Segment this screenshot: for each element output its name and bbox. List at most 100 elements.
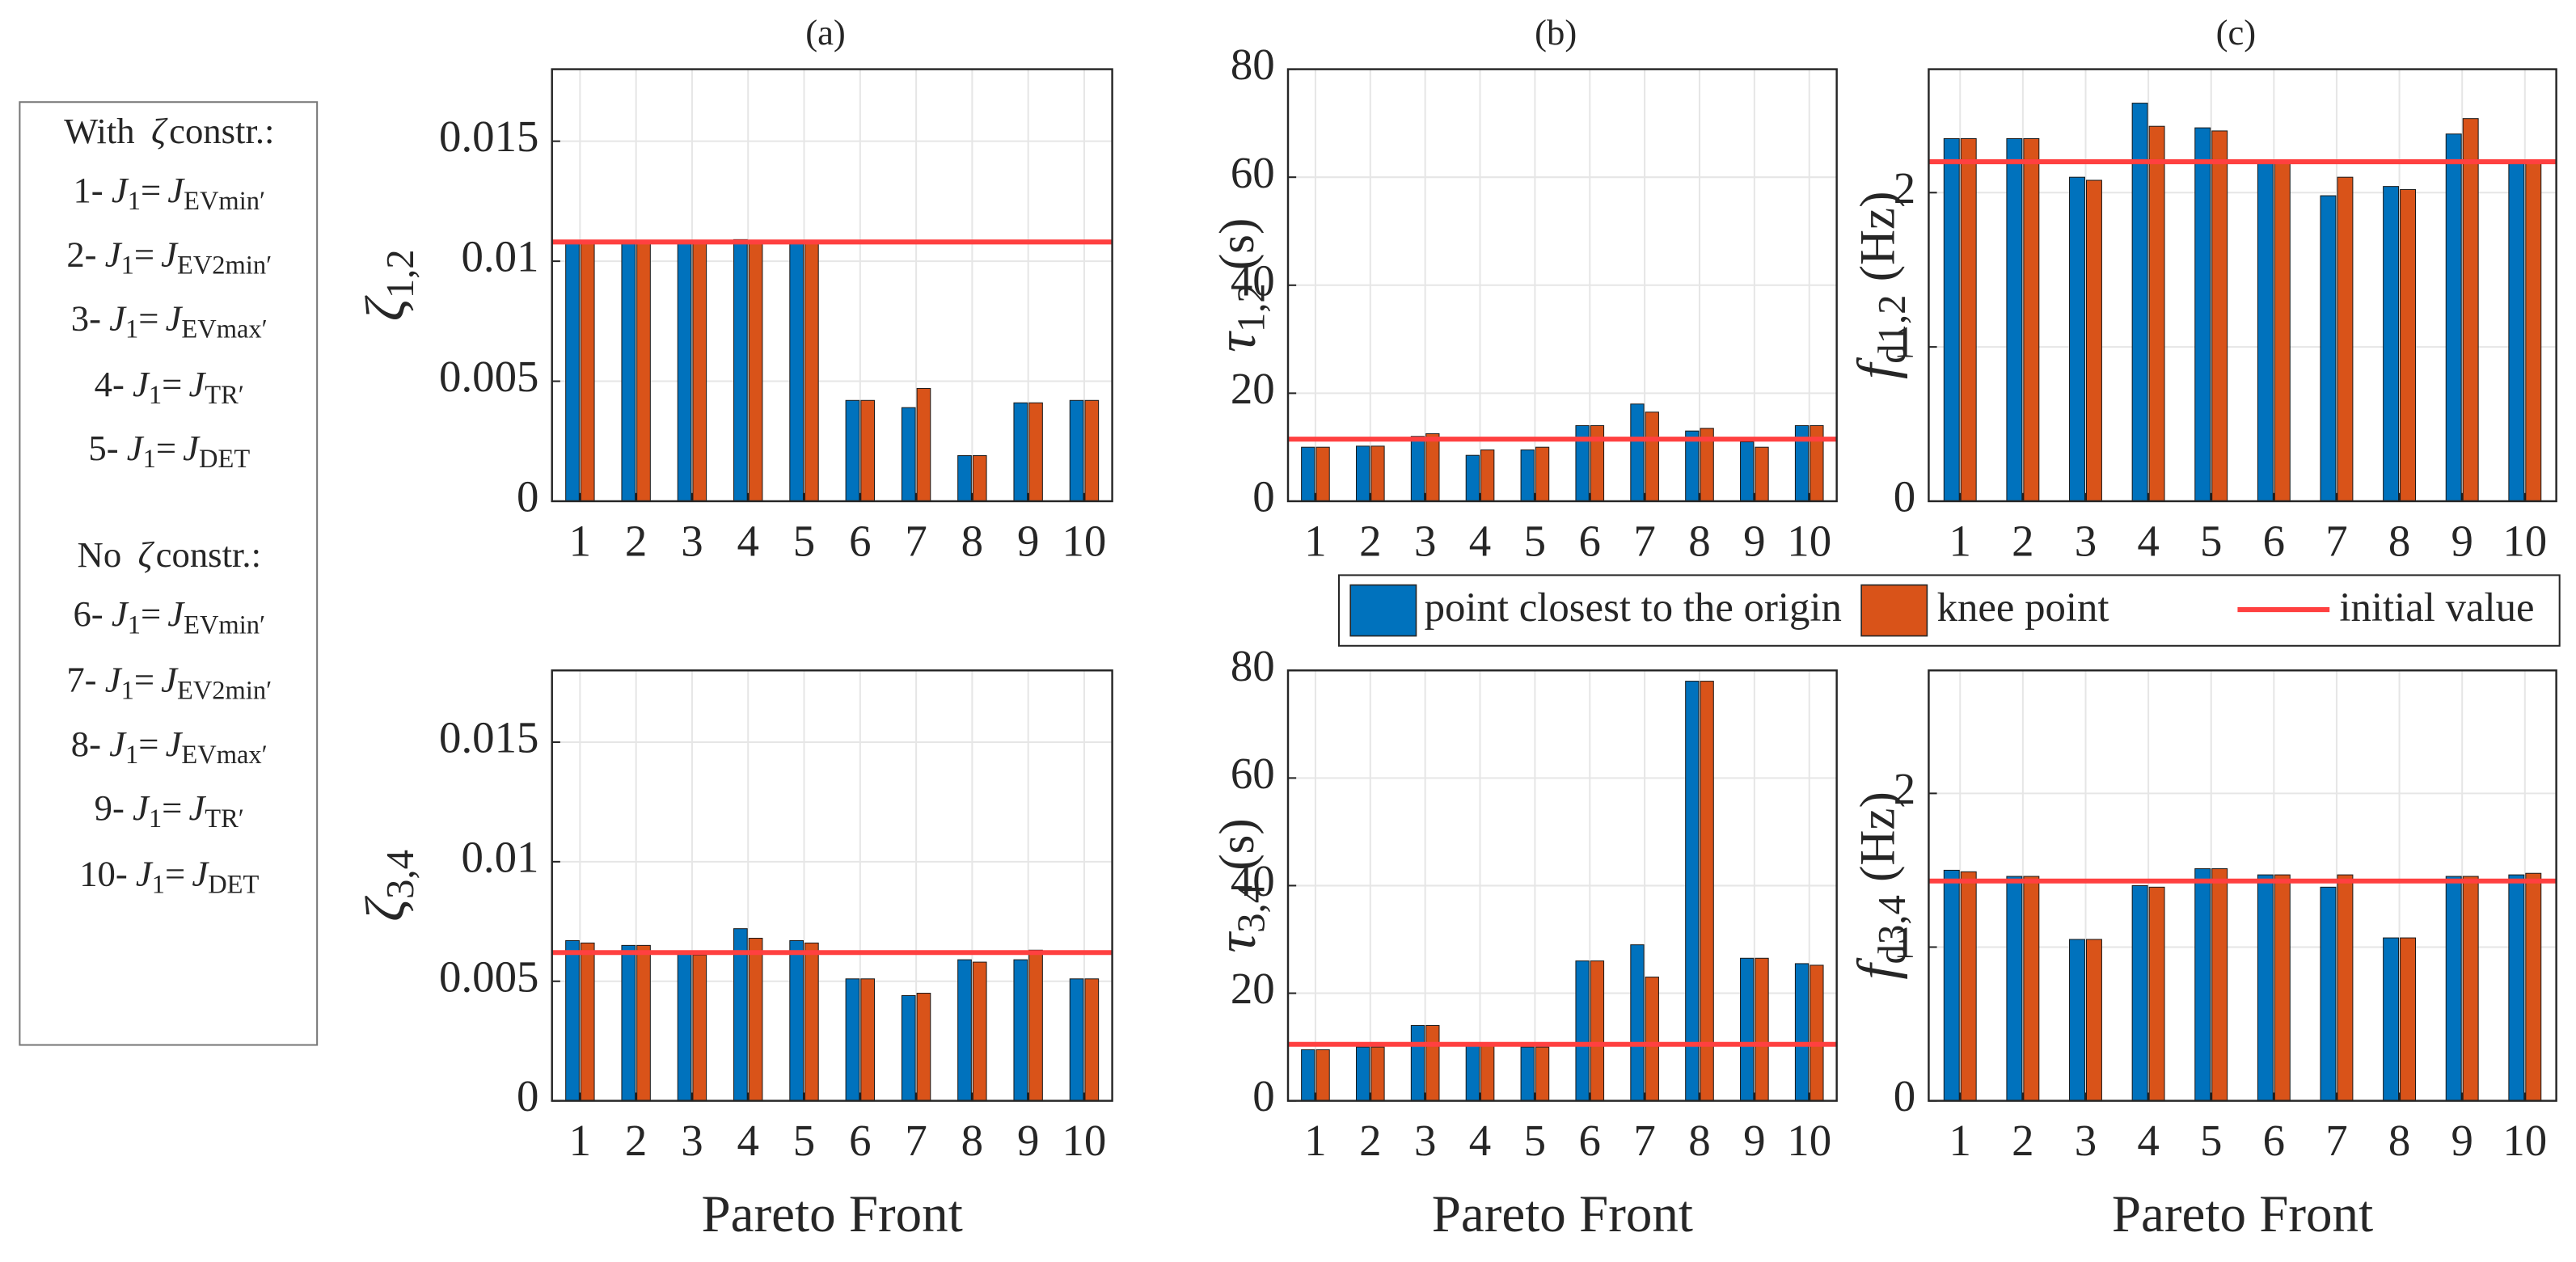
bar bbox=[2148, 125, 2165, 502]
bar bbox=[2194, 127, 2211, 502]
note-item: 5- J1= JDET bbox=[88, 428, 250, 474]
x-tick-label: 3 bbox=[1414, 1116, 1436, 1165]
bar bbox=[1480, 450, 1495, 502]
item-lhs: J bbox=[105, 234, 123, 275]
note-heading-text: constr.: bbox=[169, 111, 274, 151]
legend-box bbox=[1337, 574, 2561, 647]
y-label-unit: (Hz) bbox=[1852, 791, 1906, 882]
x-tick-label: 10 bbox=[1787, 1116, 1831, 1165]
axes-frame bbox=[1928, 68, 2557, 503]
item-lhs-sub: 1 bbox=[143, 445, 156, 475]
bar bbox=[2274, 161, 2291, 502]
x-tick-label: 4 bbox=[1469, 1116, 1491, 1165]
bar bbox=[2211, 130, 2228, 502]
x-axis-label: Pareto Front bbox=[702, 1185, 963, 1243]
item-label: 4- bbox=[95, 364, 125, 404]
note-item: 4- J1= JTR′ bbox=[95, 364, 244, 410]
x-tick-label: 7 bbox=[905, 516, 927, 565]
item-label: 9- bbox=[95, 787, 125, 828]
item-eq: = bbox=[141, 594, 161, 635]
bar bbox=[2445, 876, 2462, 1102]
bar bbox=[1465, 1044, 1480, 1102]
item-rhs: J bbox=[167, 594, 185, 635]
item-label: 8- bbox=[71, 724, 101, 764]
y-label-subscript: 1,2 bbox=[1230, 283, 1273, 332]
x-tick-label: 9 bbox=[1017, 1116, 1039, 1165]
bar bbox=[1028, 402, 1043, 502]
bar bbox=[2445, 133, 2462, 502]
bar bbox=[1645, 412, 1659, 502]
bar bbox=[2508, 874, 2525, 1102]
item-rhs-sub: EV2min′ bbox=[177, 251, 272, 281]
bar bbox=[1370, 1046, 1385, 1102]
x-axis-label: Pareto Front bbox=[2112, 1185, 2373, 1243]
bar bbox=[789, 939, 804, 1102]
item-label: 1- bbox=[73, 170, 103, 210]
note-item: 10- J1= JDET bbox=[79, 854, 259, 900]
x-tick-label: 2 bbox=[1359, 1116, 1381, 1165]
panel-title: (a) bbox=[805, 12, 846, 53]
x-tick-label: 6 bbox=[849, 1116, 871, 1165]
bar bbox=[804, 241, 819, 502]
bar bbox=[2320, 886, 2337, 1102]
x-tick-label: 2 bbox=[2012, 516, 2033, 565]
item-eq: = bbox=[165, 854, 185, 894]
x-tick-label: 1 bbox=[1304, 1116, 1326, 1165]
y-tick-label: 20 bbox=[1231, 964, 1275, 1013]
y-tick-label: 0 bbox=[1252, 472, 1274, 521]
item-lhs: J bbox=[136, 854, 154, 894]
item-label: 5- bbox=[88, 428, 118, 468]
x-tick-label: 8 bbox=[1688, 516, 1710, 565]
legend-label: knee point bbox=[1937, 585, 2109, 630]
item-rhs-sub: TR′ bbox=[205, 805, 244, 834]
bar bbox=[2211, 868, 2228, 1102]
y-label-symbol: τ bbox=[1205, 931, 1267, 953]
bar bbox=[972, 455, 987, 502]
bar bbox=[972, 961, 987, 1102]
item-lhs: J bbox=[112, 170, 129, 210]
bar bbox=[901, 994, 916, 1102]
x-tick-label: 8 bbox=[2388, 516, 2410, 565]
legend-swatch bbox=[1349, 584, 1417, 637]
y-tick-label: 40 bbox=[1231, 255, 1275, 305]
x-tick-label: 1 bbox=[569, 516, 591, 565]
y-tick-label: 0.015 bbox=[439, 112, 538, 161]
x-tick-label: 10 bbox=[1787, 516, 1831, 565]
item-rhs-sub: EVmax′ bbox=[181, 741, 267, 770]
item-rhs-sub: DET bbox=[208, 871, 259, 900]
x-tick-label: 9 bbox=[2451, 1116, 2473, 1165]
bar bbox=[2085, 179, 2102, 502]
axes-frame bbox=[1928, 669, 2557, 1102]
x-tick-label: 7 bbox=[2325, 516, 2347, 565]
x-tick-label: 2 bbox=[1359, 516, 1381, 565]
bar bbox=[2383, 937, 2400, 1102]
x-tick-label: 4 bbox=[737, 516, 759, 565]
bar bbox=[1960, 137, 1977, 502]
x-tick-label: 6 bbox=[2263, 516, 2285, 565]
bar bbox=[2194, 868, 2211, 1102]
bar bbox=[733, 238, 748, 502]
bar bbox=[2320, 195, 2337, 502]
bar bbox=[1301, 1049, 1315, 1102]
x-tick-label: 4 bbox=[737, 1116, 759, 1165]
bar bbox=[916, 993, 931, 1102]
item-lhs-sub: 1 bbox=[125, 741, 138, 770]
bar bbox=[1370, 445, 1385, 502]
item-rhs: J bbox=[192, 854, 209, 894]
note-heading-symbol: ζ bbox=[138, 534, 155, 575]
x-tick-label: 7 bbox=[2325, 1116, 2347, 1165]
bar bbox=[1465, 454, 1480, 502]
legend-label: initial value bbox=[2339, 585, 2534, 630]
item-rhs-sub: EVmin′ bbox=[184, 188, 265, 217]
item-label: 3- bbox=[71, 298, 101, 339]
bar bbox=[2085, 939, 2102, 1102]
bar bbox=[2257, 161, 2274, 502]
bar bbox=[2069, 176, 2085, 502]
bar bbox=[2257, 874, 2274, 1102]
y-tick-label: 0.015 bbox=[439, 713, 538, 762]
bar bbox=[636, 944, 651, 1102]
bar bbox=[1943, 869, 1960, 1102]
item-eq: = bbox=[138, 298, 158, 339]
x-tick-label: 3 bbox=[2075, 1116, 2097, 1165]
